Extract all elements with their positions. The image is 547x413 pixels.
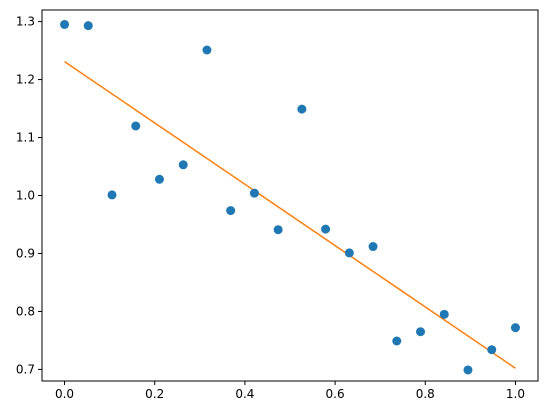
y-tick-label: 0.7: [16, 362, 35, 376]
y-tick-label: 0.8: [16, 304, 35, 318]
data-point-8: [226, 206, 236, 216]
data-point-15: [392, 336, 402, 346]
data-point-20: [510, 323, 520, 333]
data-point-12: [321, 224, 331, 234]
x-tick-label: 0.8: [416, 387, 435, 401]
data-point-9: [249, 188, 259, 198]
data-point-17: [439, 309, 449, 319]
data-point-18: [463, 365, 473, 375]
data-point-7: [202, 45, 212, 55]
data-point-6: [178, 160, 188, 170]
axes: 0.0 0.2 0.4 0.6 0.8 1.0 0.7 0.8 0.9 1.0 1.1 1.2 1.3: [16, 9, 539, 401]
data-point-3: [107, 190, 117, 200]
data-point-19: [487, 345, 497, 355]
data-point-16: [416, 327, 426, 337]
plot-background: [42, 10, 538, 381]
x-tick-label: 1.0: [506, 387, 525, 401]
x-tick-label: 0.2: [145, 387, 164, 401]
data-point-2: [83, 21, 93, 31]
x-tick-label: 0.0: [55, 387, 74, 401]
data-point-13: [344, 248, 354, 258]
y-tick-label: 1.3: [16, 15, 35, 29]
plot-area: [42, 10, 538, 381]
y-tick-label: 0.9: [16, 246, 35, 260]
data-point-14: [368, 242, 378, 252]
y-tick-label: 1.2: [16, 73, 35, 87]
x-tick-label: 0.6: [326, 387, 345, 401]
data-point-10: [273, 225, 283, 235]
x-tick-label: 0.4: [235, 387, 254, 401]
y-tick-label: 1.1: [16, 131, 35, 145]
y-tick-label: 1.0: [16, 189, 35, 203]
data-point-5: [154, 174, 164, 184]
data-point-4: [131, 121, 141, 131]
data-point-11: [297, 104, 307, 114]
data-point-1: [60, 19, 70, 29]
fit-line: [64, 60, 516, 369]
